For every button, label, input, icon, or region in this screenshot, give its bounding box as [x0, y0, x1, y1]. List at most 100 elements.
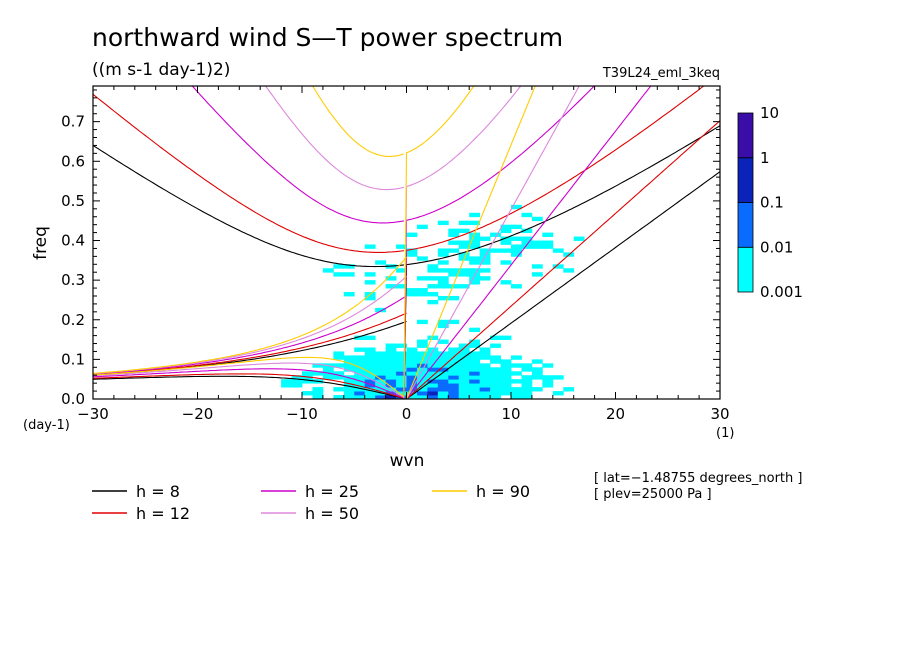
power-cell — [396, 355, 407, 360]
power-cell — [375, 383, 386, 388]
power-cell — [437, 268, 449, 273]
power-cell — [448, 359, 460, 364]
power-cell — [385, 375, 397, 380]
dispersion-curve-h25 — [406, 86, 652, 399]
power-cell — [437, 295, 449, 301]
power-cell — [312, 363, 324, 368]
power-cell — [542, 240, 554, 245]
power-cell — [343, 272, 355, 277]
power-cell — [427, 367, 439, 372]
power-cell — [511, 387, 522, 392]
colorbar-segment — [737, 202, 754, 248]
power-cell — [333, 363, 345, 368]
power-cell — [364, 351, 376, 356]
power-cell — [354, 395, 366, 399]
power-cell — [469, 375, 481, 380]
power-cell — [322, 367, 334, 372]
power-cell — [396, 284, 407, 289]
y-axis-unit: (day-1) — [23, 418, 70, 433]
legend-label: h = 12 — [136, 504, 190, 523]
power-cell — [416, 276, 428, 281]
power-cell — [552, 375, 564, 380]
power-cell — [364, 355, 376, 360]
power-cell — [521, 363, 533, 368]
power-cell — [542, 379, 554, 384]
power-cell — [531, 264, 543, 269]
power-cell — [427, 379, 439, 384]
power-cell — [469, 339, 481, 344]
power-cell — [396, 371, 407, 376]
power-cell — [458, 343, 470, 348]
power-cell — [437, 395, 449, 399]
power-cell — [427, 395, 439, 399]
power-cell — [521, 395, 533, 399]
power-cell — [500, 379, 512, 384]
y-axis-label: freq — [31, 226, 51, 260]
power-cell — [416, 288, 428, 293]
power-cell — [416, 387, 428, 392]
power-cell — [458, 252, 470, 257]
power-cell — [479, 347, 491, 352]
power-cell — [343, 355, 355, 360]
power-cell — [521, 367, 533, 372]
power-cell — [552, 248, 564, 253]
power-cell — [458, 367, 470, 372]
x-tick-label: 0 — [402, 405, 412, 423]
power-cell — [531, 359, 543, 364]
power-cell — [385, 359, 397, 364]
power-cell — [364, 383, 376, 388]
power-cell — [437, 220, 449, 226]
power-cell — [479, 371, 491, 376]
power-cell — [479, 375, 491, 380]
power-cell — [542, 232, 554, 237]
power-cell — [531, 387, 543, 392]
x-axis: −30 −20 −10 0 10 20 30 — [77, 86, 730, 423]
chart-units: ((m s-1 day-1)2) — [92, 60, 230, 80]
power-cell — [531, 240, 543, 245]
power-cell — [542, 363, 554, 368]
power-cell — [437, 387, 449, 392]
power-cell — [406, 232, 418, 237]
legend-label: h = 50 — [305, 504, 359, 523]
power-cell — [364, 295, 376, 301]
power-cell — [448, 248, 460, 253]
power-cell — [291, 375, 303, 380]
power-cell — [437, 383, 449, 388]
pressure-annotation: [ plev=25000 Pa ] — [594, 487, 712, 502]
power-cell — [406, 248, 418, 253]
power-cell — [437, 276, 449, 281]
power-cell — [500, 240, 512, 245]
power-cell — [302, 371, 313, 376]
colorbar: 0.001 0.01 0.1 1 10 — [737, 104, 803, 301]
power-cell — [354, 347, 366, 352]
power-cell — [427, 355, 439, 360]
power-cell — [364, 335, 376, 340]
power-cell — [427, 375, 439, 380]
power-cell — [458, 244, 470, 249]
power-cell — [490, 335, 501, 340]
power-cell — [427, 268, 439, 273]
power-cell — [469, 363, 481, 368]
power-cell — [479, 276, 491, 281]
power-cell — [437, 379, 449, 384]
power-cell — [479, 252, 491, 257]
power-cell — [437, 284, 449, 289]
power-cell — [469, 391, 481, 396]
power-cell — [490, 371, 501, 376]
power-cell — [490, 359, 501, 364]
power-cell — [427, 371, 439, 376]
power-cell — [469, 371, 481, 376]
power-cell — [458, 395, 470, 399]
power-cell — [427, 383, 439, 388]
colorbar-label: 0.01 — [760, 238, 793, 256]
power-cell — [458, 351, 470, 356]
power-cell — [469, 359, 481, 364]
power-cell — [427, 284, 439, 289]
power-cell — [406, 359, 418, 364]
dispersion-curve-h50 — [406, 86, 580, 399]
power-cell — [521, 379, 533, 384]
power-cell — [469, 244, 481, 249]
power-cell — [364, 359, 376, 364]
power-cell — [427, 351, 439, 356]
x-axis-unit: (1) — [716, 426, 734, 441]
